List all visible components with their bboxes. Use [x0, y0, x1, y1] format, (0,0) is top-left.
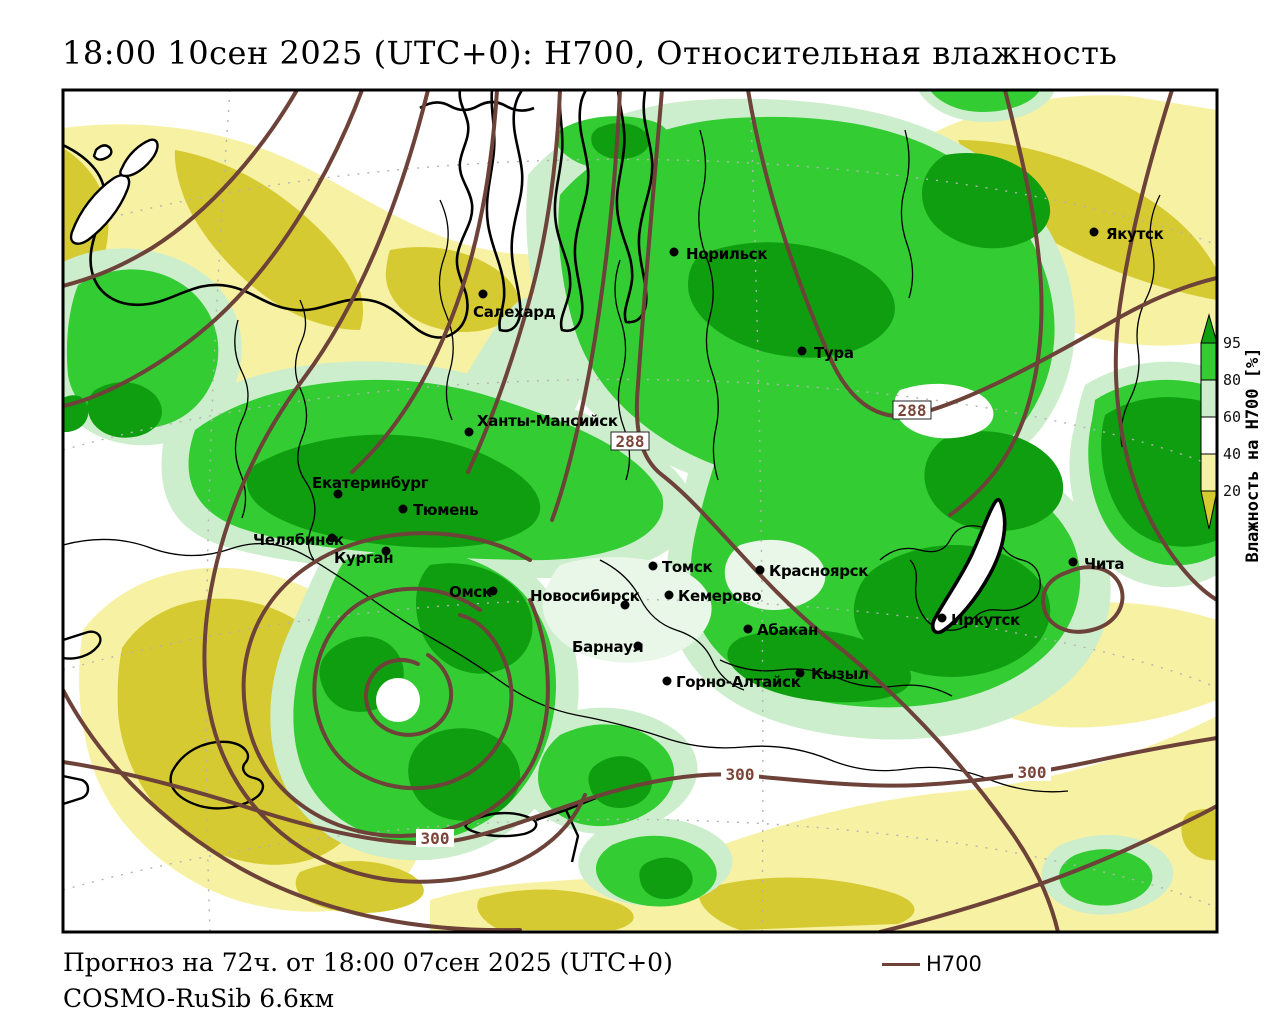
city-dot: [1089, 227, 1099, 237]
city-markers: Норильск Якутск Салехард Тура Ханты-Мансийск…: [253, 225, 1164, 691]
city-label: Барнаул: [572, 638, 643, 656]
city-label: Новосибирск: [530, 587, 640, 605]
city-dot: [755, 565, 765, 575]
city-dot: [488, 586, 498, 596]
city-dot: [795, 668, 805, 678]
city-label: Томск: [662, 558, 712, 576]
contour-label: 300: [421, 829, 450, 848]
contour-label-box: [721, 765, 759, 783]
city-dot: [333, 489, 343, 499]
city-dot: [464, 427, 474, 437]
page-title: 18:00 10сен 2025 (UTC+0): H700, Относите…: [62, 34, 1118, 72]
city-dot: [381, 546, 391, 556]
map-frame: [61, 88, 1219, 934]
graticule: [63, 90, 1217, 932]
colorbar-tick: 80: [1223, 371, 1241, 389]
city-dot: [1068, 557, 1078, 567]
contour-label: 288: [898, 401, 927, 420]
contour-label: 300: [726, 765, 755, 784]
model-info: COSMO-RuSib 6.6км: [63, 984, 335, 1013]
city-label: Норильск: [686, 245, 767, 263]
contour-label: 300: [1018, 763, 1047, 782]
city-label: Горно-Алтайск: [676, 673, 801, 691]
contour-labels: 288 288 300 300 300: [416, 400, 1051, 848]
coastlines: [63, 90, 1007, 863]
colorbar-segment: [1200, 416, 1218, 455]
city-dot: [327, 533, 337, 543]
colorbar-tick: 60: [1223, 408, 1241, 426]
contour-label-box: [416, 829, 454, 847]
city-dot: [398, 504, 408, 514]
city-label: Кызыл: [811, 665, 869, 683]
city-label: Тюмень: [413, 501, 478, 519]
city-dot: [937, 613, 947, 623]
humidity-colorbar: 95 80 60 40 20: [1200, 313, 1241, 530]
city-dot: [669, 247, 679, 257]
h700-line-sample: [882, 962, 920, 966]
city-label: Красноярск: [769, 562, 868, 580]
city-dot: [648, 561, 658, 571]
city-dot: [662, 676, 672, 686]
colorbar-triangle-bottom: [1200, 490, 1218, 530]
contour-legend: H700: [882, 952, 982, 976]
colorbar-segment: [1200, 379, 1218, 418]
city-label: Ханты-Мансийск: [477, 412, 618, 430]
colorbar-tick: 20: [1223, 482, 1241, 500]
region-borders: [63, 129, 1161, 793]
forecast-info: Прогноз на 72ч. от 18:00 07сен 2025 (UTC…: [63, 948, 673, 977]
city-dot: [664, 590, 674, 600]
city-label: Челябинск: [253, 531, 344, 549]
city-label: Иркутск: [951, 611, 1020, 629]
city-label: Якутск: [1106, 225, 1164, 243]
humidity-field-dark-green: [63, 123, 1217, 900]
city-label: Кемерово: [678, 587, 761, 605]
city-dot: [633, 641, 643, 651]
city-label: Тура: [814, 344, 854, 362]
contour-label: 288: [616, 432, 645, 451]
contour-label-box: [1013, 763, 1051, 781]
colorbar-tick: 40: [1223, 445, 1241, 463]
city-dot: [478, 289, 488, 299]
contour-label-box: [892, 400, 932, 420]
city-label: Абакан: [757, 621, 818, 639]
colorbar-tick: 95: [1223, 334, 1241, 352]
colorbar-segment: [1200, 453, 1218, 492]
city-label: Омск: [449, 583, 492, 601]
city-label: Салехард: [473, 303, 556, 321]
colorbar-axis-label: Влажность на H700 [%]: [1243, 348, 1263, 563]
city-label: Екатеринбург: [312, 474, 429, 492]
humidity-field-pockets: [376, 383, 994, 722]
city-dot: [743, 624, 753, 634]
city-dot: [620, 600, 630, 610]
city-dot: [797, 346, 807, 356]
city-label: Курган: [334, 549, 393, 567]
contour-label-box: [610, 431, 650, 451]
city-label: Чита: [1084, 555, 1124, 573]
h700-legend-label: H700: [926, 952, 982, 976]
colorbar-segment: [1200, 342, 1218, 381]
